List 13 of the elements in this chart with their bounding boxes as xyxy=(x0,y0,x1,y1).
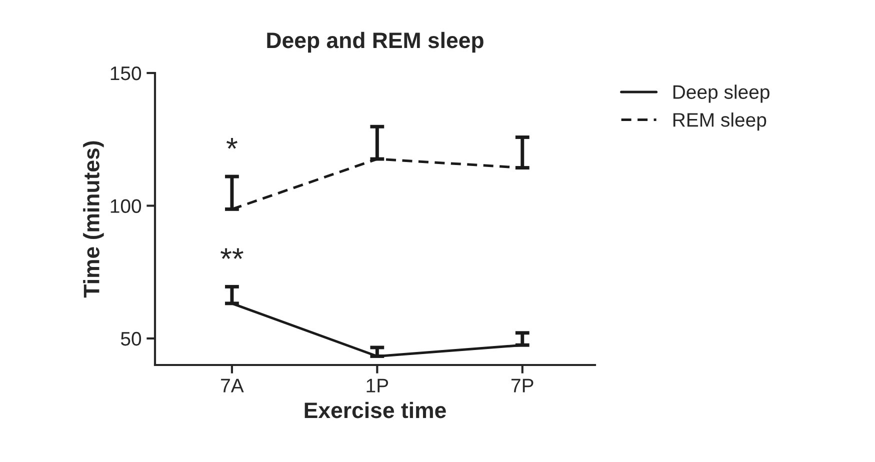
x-tick-label: 7P xyxy=(512,378,534,392)
legend-label: Deep sleep xyxy=(673,84,770,103)
chart-title: Deep and REM sleep xyxy=(267,32,484,53)
y-tick-label: 50 xyxy=(120,332,142,346)
annotation: * xyxy=(226,138,238,149)
legend-label: REM sleep xyxy=(673,112,766,131)
annotation: ** xyxy=(220,248,244,259)
x-tick-label: 7A xyxy=(221,378,244,392)
x-tick-label: 1P xyxy=(366,378,388,392)
y-tick-label: 150 xyxy=(110,66,142,80)
y-axis-title: Time (minutes) xyxy=(83,141,104,298)
x-axis-title: Exercise time xyxy=(304,402,446,418)
y-tick-label: 100 xyxy=(110,199,142,213)
